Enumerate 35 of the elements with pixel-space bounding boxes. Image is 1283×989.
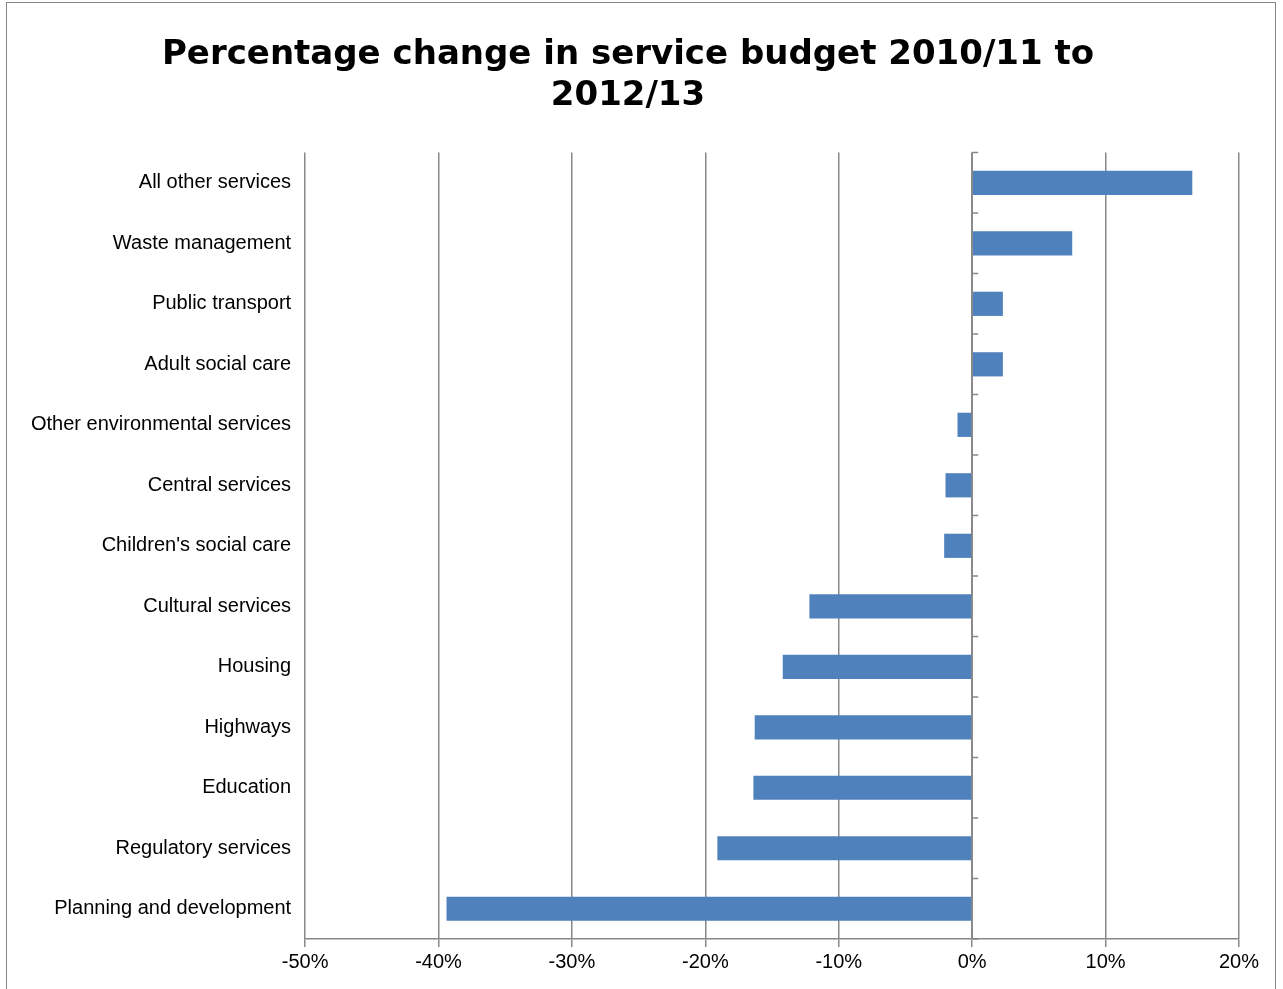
bar <box>944 533 972 558</box>
bar <box>809 594 972 619</box>
x-tick-label: -30% <box>548 949 596 972</box>
y-tick-label: Waste management <box>112 230 292 253</box>
y-tick-label: Children's social care <box>101 533 292 556</box>
bar <box>957 412 972 437</box>
bar <box>972 231 1073 256</box>
x-tick-label: 0% <box>957 949 987 972</box>
y-tick-label: Housing <box>217 654 292 677</box>
bar <box>754 715 972 740</box>
bar <box>717 836 972 861</box>
x-tick-label: -10% <box>815 949 863 972</box>
bar <box>446 896 972 921</box>
x-tick-label: 10% <box>1085 949 1126 972</box>
y-tick-label: Public transport <box>152 291 292 314</box>
y-tick-label: Adult social care <box>144 351 292 374</box>
y-tick-label: Other environmental services <box>31 412 292 435</box>
y-tick-label: Planning and development <box>54 896 292 919</box>
bar <box>972 291 1003 316</box>
y-tick-label: Regulatory services <box>115 835 292 858</box>
y-tick-label: All other services <box>138 170 292 193</box>
y-tick-label: Central services <box>147 472 292 495</box>
y-tick-label: Highways <box>204 714 292 737</box>
bar <box>945 473 972 498</box>
x-tick-label: -50% <box>281 949 329 972</box>
x-tick-label: -40% <box>415 949 463 972</box>
bar <box>782 654 972 679</box>
bar <box>972 352 1003 377</box>
y-tick-label: Cultural services <box>143 593 292 616</box>
x-tick-label: -20% <box>682 949 729 972</box>
y-tick-label: Education <box>202 775 292 798</box>
chart-title: Percentage change in service budget 2010/11 to 2012/13 <box>161 32 1095 114</box>
bar <box>972 170 1193 195</box>
bar <box>753 775 972 800</box>
x-tick-label: 20% <box>1218 949 1260 972</box>
